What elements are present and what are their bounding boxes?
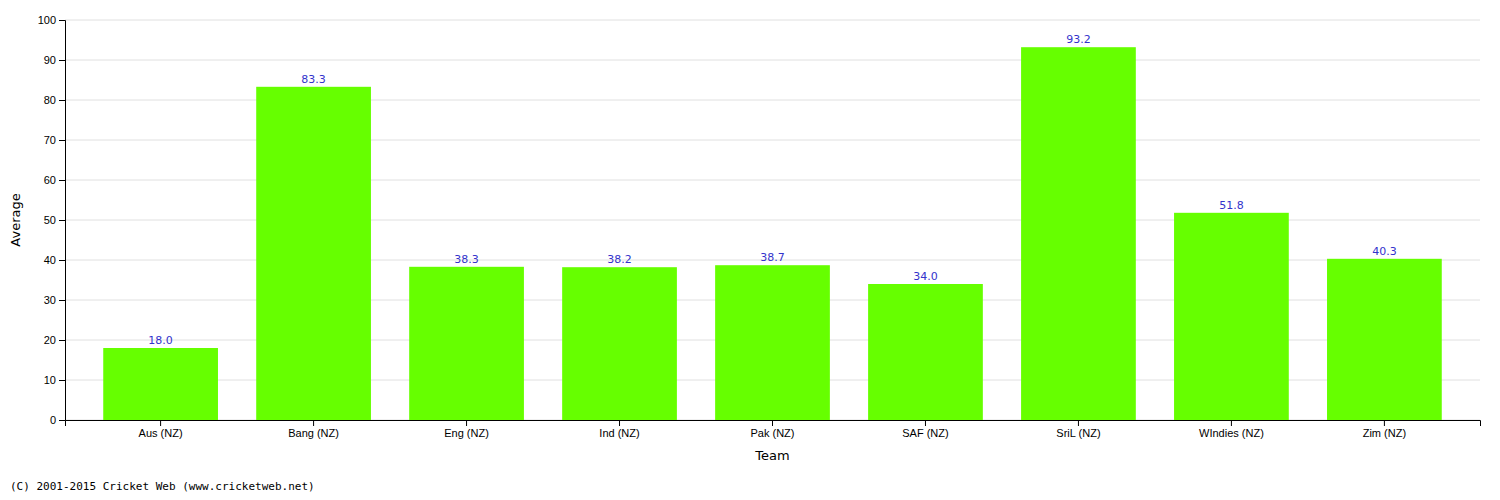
annotation: (C) 2001-2015 Cricket Web (www.cricketwe…	[10, 480, 315, 493]
x-tick-label: SriL (NZ)	[1056, 427, 1100, 439]
x-tick: WIndies (NZ)	[1199, 420, 1264, 439]
data-labels: 18.0 83.3 38.3 38.2 38.7 34.0 93.2 51.8 40.3	[148, 33, 1396, 347]
x-tick-mark	[1384, 420, 1385, 426]
x-axis-title: Team	[754, 448, 789, 463]
y-tick: 40	[44, 254, 65, 266]
x-tick: SAF (NZ)	[902, 420, 948, 439]
grid-line	[65, 20, 1480, 21]
x-tick: SriL (NZ)	[1056, 420, 1100, 439]
y-tick-mark	[59, 140, 65, 141]
y-tick: 70	[44, 134, 65, 146]
bar	[256, 87, 371, 420]
x-tick-mark	[466, 420, 467, 426]
data-label: 38.3	[454, 253, 479, 266]
chart: 18.0 83.3 38.3 38.2 38.7 34.0 93.2 51.8 40.3 Aus …	[0, 0, 1500, 500]
x-tick: Bang (NZ)	[288, 420, 339, 439]
bar	[409, 267, 524, 420]
x-axis-line	[66, 421, 1481, 427]
x-tick-label: WIndies (NZ)	[1199, 427, 1264, 439]
y-tick: 20	[44, 334, 65, 346]
y-tick-label: 40	[44, 254, 56, 266]
data-label: 18.0	[148, 334, 173, 347]
y-axis: 0 10 20 30 40 50 60 70 80 90 100	[38, 14, 66, 426]
y-tick-mark	[59, 220, 65, 221]
grid-line	[65, 60, 1480, 61]
bar	[562, 267, 677, 420]
x-tick-mark	[925, 420, 926, 426]
y-tick-label: 90	[44, 54, 56, 66]
y-tick: 80	[44, 94, 65, 106]
data-label: 93.2	[1066, 33, 1091, 46]
y-tick: 30	[44, 294, 65, 306]
x-tick-label: Bang (NZ)	[288, 427, 339, 439]
y-tick: 50	[44, 214, 65, 226]
data-label: 40.3	[1372, 245, 1397, 258]
x-tick-label: SAF (NZ)	[902, 427, 948, 439]
x-tick: Ind (NZ)	[599, 420, 639, 439]
x-tick-label: Ind (NZ)	[599, 427, 639, 439]
bar	[868, 284, 983, 420]
data-label: 83.3	[301, 73, 326, 86]
data-label: 38.7	[760, 251, 785, 264]
y-axis-title: Average	[8, 193, 23, 246]
x-tick-mark	[1078, 420, 1079, 426]
y-tick-mark	[59, 180, 65, 181]
y-tick-label: 50	[44, 214, 56, 226]
y-tick-label: 30	[44, 294, 56, 306]
y-tick: 60	[44, 174, 65, 186]
x-tick-mark	[313, 420, 314, 426]
y-tick-mark	[59, 60, 65, 61]
x-tick-label: Pak (NZ)	[751, 427, 795, 439]
x-axis: Aus (NZ) Bang (NZ) Eng (NZ) Ind (NZ) Pak (NZ…	[66, 420, 1481, 439]
x-tick-mark	[772, 420, 773, 426]
bar	[715, 265, 830, 420]
y-tick-label: 60	[44, 174, 56, 186]
x-tick-mark	[160, 420, 161, 426]
data-label: 34.0	[913, 270, 938, 283]
y-axis-line	[59, 21, 66, 421]
bar	[1327, 259, 1442, 420]
x-tick-label: Eng (NZ)	[444, 427, 489, 439]
x-tick: Eng (NZ)	[444, 420, 489, 439]
data-label: 51.8	[1219, 199, 1244, 212]
y-tick-label: 10	[44, 374, 56, 386]
x-tick: Pak (NZ)	[751, 420, 795, 439]
x-tick: Zim (NZ)	[1363, 420, 1406, 439]
y-tick-mark	[59, 260, 65, 261]
y-tick-mark	[59, 340, 65, 341]
x-tick: Aus (NZ)	[139, 420, 183, 439]
grid	[65, 20, 1480, 420]
y-tick: 90	[44, 54, 65, 66]
y-tick-mark	[59, 420, 65, 421]
y-tick-mark	[59, 380, 65, 381]
plot: 18.0 83.3 38.3 38.2 38.7 34.0 93.2 51.8 40.3 Aus …	[8, 14, 1481, 463]
y-tick-label: 70	[44, 134, 56, 146]
data-label: 38.2	[607, 253, 632, 266]
bar	[103, 348, 218, 420]
y-tick-label: 20	[44, 334, 56, 346]
y-tick-mark	[59, 20, 65, 21]
y-tick-label: 100	[38, 14, 56, 26]
y-tick: 0	[50, 414, 65, 426]
bar	[1174, 213, 1289, 420]
bar	[1021, 47, 1136, 420]
bars	[103, 47, 1442, 420]
x-tick-label: Aus (NZ)	[139, 427, 183, 439]
y-tick-label: 0	[50, 414, 56, 426]
y-tick-label: 80	[44, 94, 56, 106]
x-tick-label: Zim (NZ)	[1363, 427, 1406, 439]
y-tick-mark	[59, 300, 65, 301]
y-tick: 100	[38, 14, 65, 26]
x-tick-mark	[619, 420, 620, 426]
x-tick-mark	[1231, 420, 1232, 426]
y-tick-mark	[59, 100, 65, 101]
y-tick: 10	[44, 374, 65, 386]
